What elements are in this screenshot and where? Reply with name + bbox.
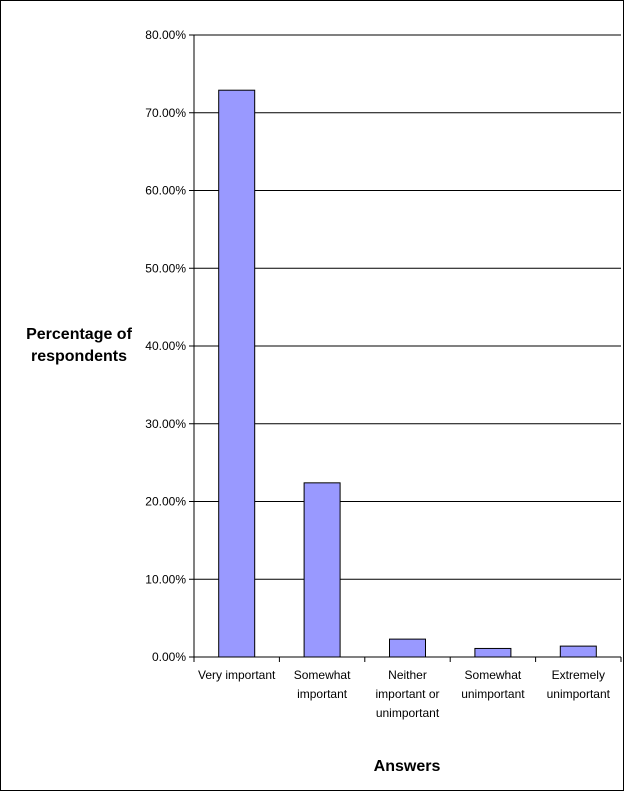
bar <box>474 647 512 658</box>
x-category-label: Neither important or unimportant <box>375 668 439 720</box>
y-tick-label: 20.00% <box>145 495 186 509</box>
bars <box>218 89 597 658</box>
x-category-labels: Very important Somewhat important Neither im… <box>198 668 611 720</box>
axes <box>189 34 622 662</box>
y-tick-label: 0.00% <box>152 650 186 664</box>
x-category-label: Somewhat unimportant <box>461 668 525 701</box>
bar <box>218 89 256 658</box>
y-tick-label: 60.00% <box>145 184 186 198</box>
y-tick-label: 40.00% <box>145 339 186 353</box>
x-axis-title: Answers <box>374 758 441 775</box>
y-axis-title: Percentage of respondents <box>26 326 132 365</box>
y-tick-label: 70.00% <box>145 106 186 120</box>
y-tick-labels: 0.00% 10.00% 20.00% 30.00% 40.00% 50.00% 60.00… <box>145 28 186 664</box>
x-category-label: Very important <box>198 668 276 682</box>
x-category-label: Extremely unimportant <box>547 668 611 701</box>
bar <box>303 482 341 658</box>
y-tick-label: 30.00% <box>145 417 186 431</box>
y-tick-label: 50.00% <box>145 261 186 275</box>
x-category-label: Somewhat important <box>294 668 351 701</box>
y-tick-label: 80.00% <box>145 28 186 42</box>
bar <box>389 638 426 658</box>
bar <box>559 645 597 658</box>
y-tick-label: 10.00% <box>145 572 186 586</box>
gridlines <box>194 34 621 580</box>
